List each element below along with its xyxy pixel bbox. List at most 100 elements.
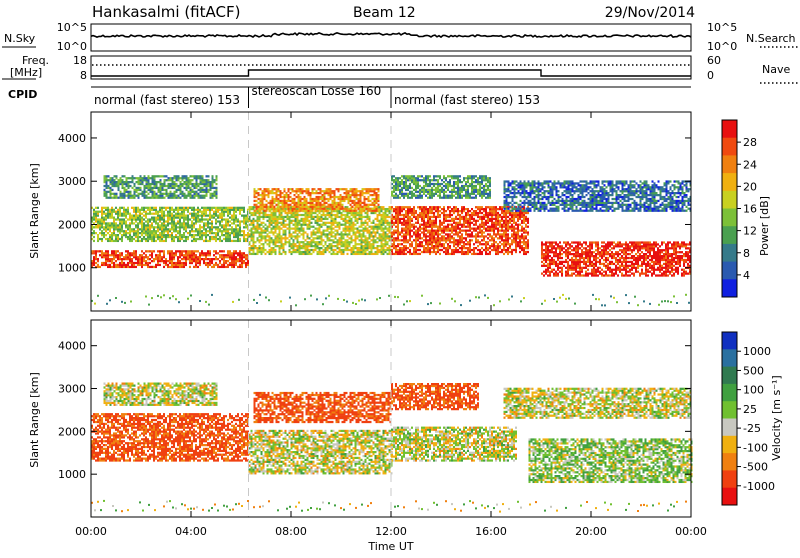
echo-cell bbox=[243, 238, 245, 240]
echo-cell bbox=[411, 230, 413, 232]
echo-cell bbox=[197, 213, 199, 215]
echo-cell bbox=[511, 230, 513, 232]
echo-cell bbox=[467, 243, 469, 245]
echo-cell bbox=[196, 193, 198, 195]
echo-cell bbox=[128, 185, 130, 187]
echo-cell bbox=[409, 218, 411, 220]
echo-cell bbox=[169, 217, 171, 219]
echo-cell bbox=[395, 222, 397, 224]
echo-cell bbox=[211, 224, 213, 226]
echo-cell bbox=[288, 188, 290, 190]
echo-cell bbox=[295, 235, 297, 237]
echo-cell bbox=[339, 243, 341, 245]
echo-cell bbox=[491, 218, 493, 220]
echo-cell bbox=[215, 207, 217, 209]
echo-cell bbox=[280, 210, 282, 212]
echo-cell bbox=[350, 194, 352, 196]
echo-cell bbox=[315, 241, 317, 243]
echo-cell bbox=[127, 252, 129, 254]
echo-cell bbox=[179, 238, 181, 240]
echo-cell bbox=[123, 209, 125, 211]
echo-cell bbox=[116, 193, 118, 195]
echo-cell bbox=[338, 190, 340, 192]
echo-cell bbox=[276, 198, 278, 200]
echo-cell bbox=[206, 193, 208, 195]
echo-cell bbox=[348, 194, 350, 196]
echo-cell bbox=[129, 213, 131, 215]
echo-cell bbox=[243, 260, 245, 262]
echo-cell bbox=[343, 214, 345, 216]
echo-cell bbox=[349, 218, 351, 220]
echo-cell bbox=[455, 230, 457, 232]
echo-cell bbox=[327, 230, 329, 232]
date-title: 29/Nov/2014 bbox=[605, 5, 695, 21]
echo-cell bbox=[109, 234, 111, 236]
echo-cell bbox=[125, 213, 127, 215]
echo-cell bbox=[197, 220, 199, 222]
echo-cell bbox=[146, 195, 148, 197]
echo-cell bbox=[95, 213, 97, 215]
echo-cell bbox=[164, 185, 166, 187]
echo-cell bbox=[176, 195, 178, 197]
echo-cell bbox=[389, 239, 391, 241]
echo-cell bbox=[487, 212, 489, 214]
echo-cell bbox=[483, 231, 485, 233]
echo-cell bbox=[385, 231, 387, 233]
echo-cell bbox=[130, 191, 132, 193]
echo-cell bbox=[371, 251, 373, 253]
echo-cell bbox=[95, 211, 97, 213]
echo-cell bbox=[111, 232, 113, 234]
echo-cell bbox=[453, 249, 455, 251]
echo-cell bbox=[245, 220, 247, 222]
echo-cell bbox=[197, 266, 199, 268]
echo-cell bbox=[421, 251, 423, 253]
echo-cell bbox=[267, 243, 269, 245]
echo-cell bbox=[429, 251, 431, 253]
echo-cell bbox=[505, 222, 507, 224]
echo-cell bbox=[459, 239, 461, 241]
echo-cell bbox=[183, 266, 185, 268]
echo-cell bbox=[204, 195, 206, 197]
echo-cell bbox=[357, 243, 359, 245]
echo-cell bbox=[157, 254, 159, 256]
echo-cell bbox=[181, 222, 183, 224]
echo-cell bbox=[202, 195, 204, 197]
echo-cell bbox=[217, 215, 219, 217]
echo-cell bbox=[237, 218, 239, 220]
echo-cell bbox=[266, 188, 268, 190]
echo-cell bbox=[509, 243, 511, 245]
echo-cell bbox=[215, 228, 217, 230]
echo-cell bbox=[193, 230, 195, 232]
echo-cell bbox=[427, 239, 429, 241]
echo-cell bbox=[127, 228, 129, 230]
echo-cell bbox=[395, 247, 397, 249]
echo-cell bbox=[374, 190, 376, 192]
echo-cell bbox=[403, 218, 405, 220]
echo-cell bbox=[429, 230, 431, 232]
echo-cell bbox=[491, 243, 493, 245]
echo-cell bbox=[381, 247, 383, 249]
echo-cell bbox=[229, 207, 231, 209]
echo-cell bbox=[350, 208, 352, 210]
echo-cell bbox=[219, 228, 221, 230]
echo-cell bbox=[195, 238, 197, 240]
echo-cell bbox=[151, 222, 153, 224]
echo-cell bbox=[284, 202, 286, 204]
echo-cell bbox=[206, 179, 208, 181]
echo-cell bbox=[261, 247, 263, 249]
echo-cell bbox=[269, 214, 271, 216]
echo-cell bbox=[389, 206, 391, 208]
echo-cell bbox=[338, 202, 340, 204]
echo-cell bbox=[268, 206, 270, 208]
echo-cell bbox=[170, 183, 172, 185]
echo-cell bbox=[285, 220, 287, 222]
echo-cell bbox=[401, 210, 403, 212]
echo-cell bbox=[126, 185, 128, 187]
echo-cell bbox=[366, 188, 368, 190]
echo-cell bbox=[276, 194, 278, 196]
echo-cell bbox=[197, 207, 199, 209]
echo-cell bbox=[437, 247, 439, 249]
echo-cell bbox=[485, 241, 487, 243]
echo-cell bbox=[135, 250, 137, 252]
echo-cell bbox=[429, 239, 431, 241]
